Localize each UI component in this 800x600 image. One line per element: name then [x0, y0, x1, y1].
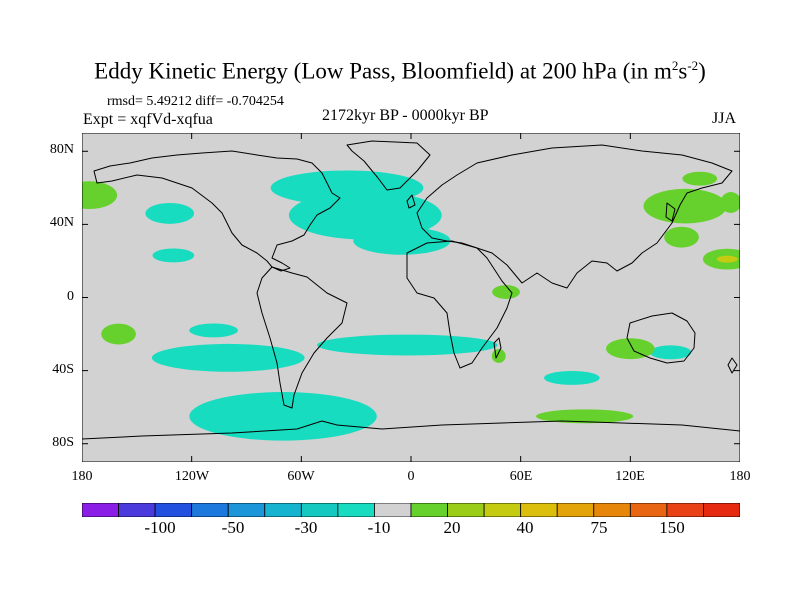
anomaly-patches: [82, 170, 740, 441]
anomaly-patch: [101, 323, 136, 345]
anomaly-patch: [317, 334, 498, 356]
colorbar-box: [483, 503, 522, 517]
anomaly-patch: [643, 188, 727, 224]
anomaly-patch: [716, 255, 738, 263]
anomaly-patch: [664, 226, 699, 248]
colorbar-label: -30: [294, 518, 318, 537]
colorbar-box: [447, 503, 485, 517]
lon-label-60w: 60W: [287, 469, 315, 484]
anomaly-patch: [145, 203, 195, 224]
anomaly-patch: [152, 248, 195, 263]
lon-label-60e: 60E: [509, 469, 533, 484]
lon-label-180w: 180: [71, 469, 93, 484]
world-map: [82, 133, 740, 462]
colorbar-label: -50: [221, 518, 245, 537]
colorbar-box: [629, 503, 668, 517]
colorbar-box: [300, 503, 339, 517]
colorbar-box: [264, 503, 302, 517]
anomaly-patch: [606, 338, 655, 360]
season-label: JJA: [712, 110, 737, 127]
colorbar-box: [82, 503, 119, 517]
colorbar-label: 75: [590, 518, 608, 537]
anomaly-patch: [491, 349, 506, 363]
colorbar: [82, 503, 740, 517]
lon-label-180e: 180: [729, 469, 751, 484]
anomaly-patch: [492, 285, 520, 299]
colorbar-box: [520, 503, 558, 517]
anomaly-patch: [720, 192, 740, 213]
rmsd-diff-stats: rmsd= 5.49212 diff= -0.704254: [107, 94, 284, 109]
colorbar-label: 20: [443, 518, 461, 537]
lon-label-120w: 120W: [174, 469, 210, 484]
chart-title: Eddy Kinetic Energy (Low Pass, Bloomfiel…: [94, 58, 706, 84]
colorbar-box: [191, 503, 229, 517]
colorbar-label: -100: [144, 518, 176, 537]
lon-label-0: 0: [407, 469, 415, 484]
lat-label-0: 0: [67, 289, 74, 304]
anomaly-patch: [82, 181, 118, 210]
anomaly-patch: [189, 323, 238, 338]
colorbar-box: [337, 503, 375, 517]
colorbar-label: -10: [367, 518, 391, 537]
colorbar-box: [118, 503, 156, 517]
anomaly-patch: [544, 370, 600, 385]
lat-label-40n: 40N: [49, 215, 74, 230]
colorbar-box: [593, 503, 631, 517]
lon-label-120e: 120E: [615, 469, 645, 484]
colorbar-box: [374, 503, 412, 517]
colorbar-box: [410, 503, 448, 517]
anomaly-patch: [682, 171, 718, 186]
lat-label-80n: 80N: [49, 142, 74, 157]
lat-label-40s: 40S: [52, 362, 74, 377]
experiment-label: Expt = xqfVd-xqfua: [83, 111, 213, 128]
lat-label-80s: 80S: [52, 435, 74, 450]
period-label: 2172kyr BP - 0000kyr BP: [322, 107, 489, 124]
coastlines: [82, 140, 740, 440]
colorbar-box: [227, 503, 266, 517]
colorbar-box: [154, 503, 193, 517]
anomaly-patch: [151, 343, 305, 372]
colorbar-box: [703, 503, 740, 517]
colorbar-label: 150: [659, 518, 685, 537]
colorbar-box: [556, 503, 595, 517]
anomaly-patch: [353, 226, 451, 255]
colorbar-box: [666, 503, 704, 517]
axis-ticks: [82, 133, 740, 462]
anomaly-patch: [536, 409, 634, 424]
colorbar-label: 40: [516, 518, 534, 537]
anomaly-patch: [649, 345, 692, 360]
